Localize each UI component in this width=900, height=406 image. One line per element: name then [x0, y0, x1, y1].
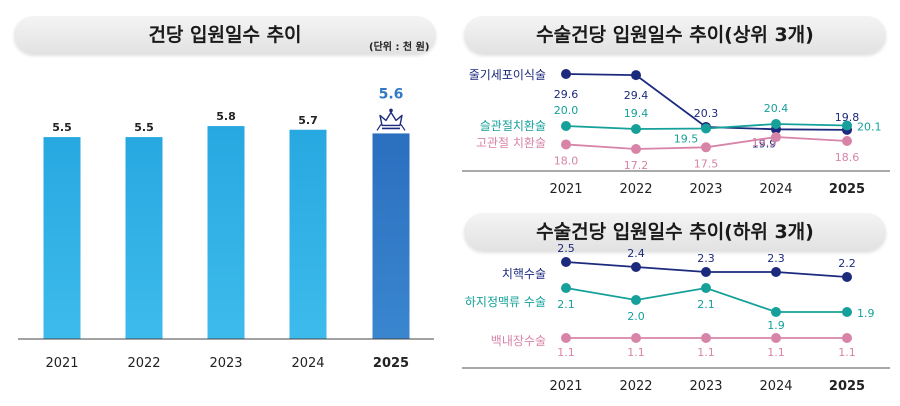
series-name: 슬관절치환술 [480, 119, 546, 133]
data-label: 29.6 [554, 88, 579, 101]
series-name: 치핵수술 [502, 267, 546, 281]
data-point [631, 295, 641, 305]
data-point [771, 333, 781, 343]
data-label: 1.1 [627, 346, 645, 359]
x-tick-label: 2023 [209, 356, 242, 371]
data-label: 1.1 [838, 346, 856, 359]
bar-value-label: 5.7 [298, 114, 318, 127]
data-point [701, 283, 711, 293]
line-chart-bottom: 2.5 2.4 2.3 2.3 2.2 치핵수술 2.1 2.0 2.1 1.9 1.9 하지정맥류 … [462, 242, 890, 394]
x-tick-label: 2024 [759, 379, 792, 394]
bar [289, 129, 327, 339]
data-point [631, 144, 641, 154]
data-label: 29.4 [624, 89, 649, 102]
series-name: 줄기세포이식술 [469, 68, 546, 82]
data-label: 1.1 [557, 346, 575, 359]
data-label: 18.6 [835, 151, 860, 164]
data-label: 2.3 [767, 252, 785, 265]
data-point [561, 283, 571, 293]
series-line [565, 73, 848, 131]
data-label: 2.1 [697, 298, 715, 311]
bar-value-label: 5.5 [134, 121, 154, 134]
data-point [701, 142, 711, 153]
data-label: 2.5 [557, 242, 575, 255]
left-title-pill: 건당 입원일수 추이 [14, 16, 436, 54]
data-point [631, 70, 641, 81]
data-point [842, 272, 852, 282]
unit-label: (단위 : 천 원) [369, 42, 430, 53]
data-point [561, 257, 571, 267]
data-label: 20.1 [857, 121, 882, 134]
data-point [631, 262, 641, 272]
bar [43, 137, 81, 339]
data-label: 20.4 [764, 102, 789, 115]
right-bottom-chart-title: 수술건당 입원일수 추이(하위 3개) [536, 221, 814, 243]
data-point [842, 136, 852, 147]
x-tick-label: 2022 [127, 356, 160, 371]
right-top-chart-title: 수술건당 입원일수 추이(상위 3개) [536, 24, 814, 46]
data-point [701, 333, 711, 343]
right-top-title-pill: 수술건당 입원일수 추이(상위 3개) [464, 16, 886, 54]
data-label: 1.1 [697, 346, 715, 359]
data-point [842, 120, 852, 131]
x-tick-label: 2025 [829, 379, 865, 394]
data-point [561, 333, 571, 343]
data-label: 19.5 [674, 133, 699, 146]
data-label: 19.3 [752, 136, 777, 149]
series-name: 하지정맥류 수술 [465, 295, 546, 309]
data-label: 20.0 [554, 104, 579, 117]
data-point [771, 307, 781, 317]
data-label: 1.9 [767, 319, 785, 332]
data-point [771, 132, 781, 143]
bar [207, 126, 245, 339]
x-tick-label: 2025 [373, 356, 409, 371]
data-label: 20.3 [694, 107, 719, 120]
series-name: 백내장수술 [491, 334, 546, 348]
data-label: 2.4 [627, 247, 645, 260]
data-label: 17.2 [624, 159, 649, 172]
bar [372, 133, 410, 339]
series-name: 고관절 치환술 [476, 136, 546, 150]
data-label: 2.1 [557, 298, 575, 311]
data-label: 19.4 [624, 107, 649, 120]
x-tick-label: 2024 [759, 182, 792, 197]
bar-chart: 5.5 2021 5.5 2022 5.8 2023 5.7 2024 5.6 2025 [18, 86, 434, 371]
data-label: 2.2 [838, 257, 856, 270]
x-tick-label: 2021 [549, 182, 582, 197]
bar-value-label: 5.6 [379, 86, 404, 102]
data-label: 1.1 [767, 346, 785, 359]
data-point [561, 121, 571, 131]
x-tick-label: 2024 [291, 356, 324, 371]
data-label: 2.0 [627, 310, 645, 323]
data-point [771, 267, 781, 277]
x-tick-label: 2022 [619, 182, 652, 197]
bar-value-label: 5.5 [52, 121, 72, 134]
x-tick-label: 2022 [619, 379, 652, 394]
x-tick-label: 2021 [45, 356, 78, 371]
data-label: 2.3 [697, 252, 715, 265]
data-point [701, 267, 711, 277]
data-label: 18.0 [554, 154, 579, 167]
x-tick-label: 2025 [829, 182, 865, 197]
right-bottom-title-pill: 수술건당 입원일수 추이(하위 3개) [464, 213, 886, 251]
bar [125, 137, 163, 339]
data-point [701, 123, 711, 134]
data-point [631, 124, 641, 134]
bar-value-label: 5.8 [216, 110, 236, 123]
data-label: 17.5 [694, 157, 719, 170]
data-point [561, 69, 571, 79]
data-point [842, 333, 852, 343]
data-point [842, 307, 852, 317]
x-tick-label: 2023 [689, 182, 722, 197]
data-point [561, 139, 571, 150]
left-chart-title: 건당 입원일수 추이 [148, 24, 302, 46]
data-label: 1.9 [857, 307, 875, 320]
crown-icon [376, 108, 406, 131]
data-label: 19.8 [835, 111, 860, 124]
data-point [631, 333, 641, 343]
data-point [771, 119, 781, 129]
x-tick-label: 2023 [689, 379, 722, 394]
x-tick-label: 2021 [549, 379, 582, 394]
